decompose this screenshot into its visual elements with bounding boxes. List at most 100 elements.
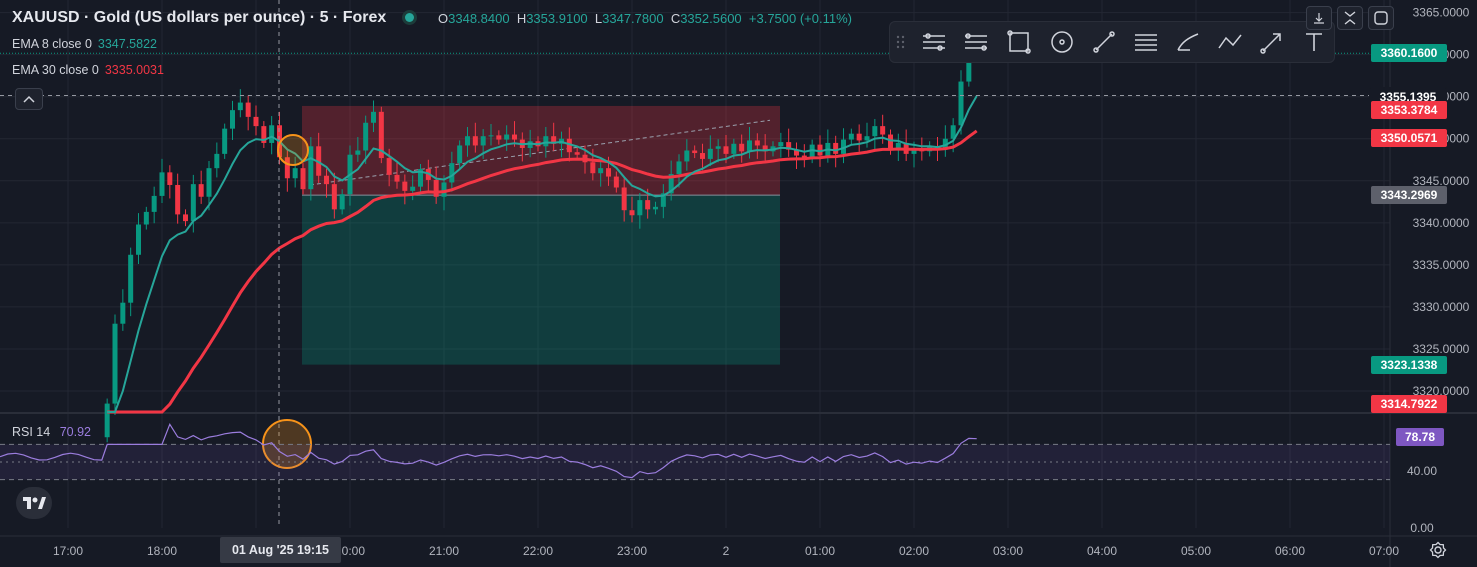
candle-body xyxy=(700,153,705,159)
candle-body xyxy=(676,161,682,175)
candle-body xyxy=(441,182,447,197)
ohlc-readout: O3348.8400 H3353.9100 L3347.7800 C3352.5… xyxy=(438,11,853,26)
ema8-legend[interactable]: EMA 8 close 0 3347.5822 xyxy=(12,37,157,51)
time-axis-label: 04:00 xyxy=(1087,544,1117,558)
candle-body xyxy=(966,47,972,82)
candle-body xyxy=(222,128,228,154)
candle-body xyxy=(606,168,611,177)
fullscreen-toggle-button[interactable] xyxy=(1306,6,1332,30)
candle-body xyxy=(715,146,721,149)
collapse-legend-button[interactable] xyxy=(15,88,43,110)
candle-body xyxy=(613,176,619,188)
rsi-band xyxy=(0,444,1390,480)
candle-body xyxy=(120,302,126,324)
candle-body xyxy=(472,136,478,146)
candle-body xyxy=(880,126,886,135)
time-axis-label: 06:00 xyxy=(1275,544,1305,558)
candle-body xyxy=(104,403,110,438)
brush-icon[interactable] xyxy=(1174,28,1202,56)
candle-body xyxy=(888,134,893,150)
candle-body xyxy=(331,184,337,210)
candle-body xyxy=(339,194,345,210)
rsi-line xyxy=(0,422,977,479)
candle-body xyxy=(198,184,204,197)
rectangle-icon[interactable] xyxy=(1005,28,1033,56)
tradingview-logo-icon xyxy=(23,497,46,509)
candle-body xyxy=(653,206,658,210)
price-axis-badge: 3350.0571 xyxy=(1371,129,1447,148)
candle-body xyxy=(245,102,251,117)
candle-body xyxy=(754,140,760,146)
candle-body xyxy=(480,136,486,146)
candle-body xyxy=(143,211,149,225)
ema30-legend[interactable]: EMA 30 close 0 3335.0031 xyxy=(12,63,164,77)
settings-gear-icon[interactable] xyxy=(1429,541,1447,559)
candle-body xyxy=(402,181,408,191)
price-axis-label: 3320.0000 xyxy=(1413,384,1470,398)
drag-handle-icon[interactable] xyxy=(894,28,908,56)
ema30-line xyxy=(107,129,978,414)
price-axis-badge: 3353.3784 xyxy=(1371,101,1447,120)
candle-body xyxy=(261,126,267,143)
candle-body xyxy=(723,146,729,154)
candle-body xyxy=(237,102,243,111)
candle-body xyxy=(551,136,557,144)
candle-body xyxy=(292,168,298,179)
parallel-lines-icon[interactable] xyxy=(962,28,990,56)
candle-body xyxy=(645,200,651,210)
candle-body xyxy=(958,81,964,126)
text-icon[interactable] xyxy=(1300,28,1328,56)
candle-body xyxy=(214,153,220,169)
candle-body xyxy=(848,133,854,140)
candle-body xyxy=(128,254,134,303)
price-axis-label: 3325.0000 xyxy=(1413,342,1470,356)
arrow-icon[interactable] xyxy=(1258,28,1286,56)
candle-body xyxy=(574,152,580,155)
maximize-button[interactable] xyxy=(1368,6,1394,30)
time-axis-label: 22:00 xyxy=(523,544,553,558)
price-axis-label: 3365.0000 xyxy=(1413,6,1470,20)
rsi-axis-label: 0.00 xyxy=(1410,521,1434,535)
rsi-legend[interactable]: RSI 14 70.92 xyxy=(12,425,91,439)
collapse-icon xyxy=(1344,11,1356,25)
price-axis-badge: 3360.1600 xyxy=(1371,44,1447,63)
rsi-value-badge: 78.78 xyxy=(1396,427,1444,446)
candle-body xyxy=(841,139,846,154)
candle-body xyxy=(747,140,752,152)
candle-body xyxy=(410,186,416,191)
horizontal-lines-icon[interactable] xyxy=(1132,28,1160,56)
candle-body xyxy=(637,200,643,216)
candle-body xyxy=(324,175,329,185)
symbol-title[interactable]: XAUUSD · Gold (US dollars per ounce) · 5… xyxy=(12,9,414,27)
rsi-axis-label: 40.00 xyxy=(1407,464,1437,478)
candle-body xyxy=(386,158,392,175)
candle-body xyxy=(864,136,870,141)
price-axis-label: 3340.0000 xyxy=(1413,216,1470,230)
market-status-dot xyxy=(404,13,414,23)
candle-body xyxy=(136,224,141,255)
path-icon[interactable] xyxy=(1216,28,1244,56)
tradingview-logo[interactable] xyxy=(16,487,52,519)
candle-body xyxy=(739,143,745,152)
candle-body xyxy=(167,172,173,185)
candle-body xyxy=(433,179,439,197)
candle-body xyxy=(457,145,463,164)
candle-body xyxy=(794,149,799,156)
price-axis-label: 3330.0000 xyxy=(1413,300,1470,314)
trend-channel-icon[interactable] xyxy=(920,28,948,56)
maximize-icon xyxy=(1374,11,1388,25)
price-axis-label: 3345.0000 xyxy=(1413,174,1470,188)
candle-body xyxy=(543,136,549,147)
time-axis-label: 23:00 xyxy=(617,544,647,558)
drawing-toolbar xyxy=(889,21,1335,63)
time-axis-label: 01:00 xyxy=(805,544,835,558)
line-icon[interactable] xyxy=(1090,28,1118,56)
candle-body xyxy=(269,125,275,143)
candle-body xyxy=(668,174,674,194)
candle-body xyxy=(731,143,737,154)
circle-icon[interactable] xyxy=(1048,28,1076,56)
collapse-chart-button[interactable] xyxy=(1337,6,1363,30)
candle-body xyxy=(300,168,306,190)
candle-body xyxy=(355,150,361,155)
